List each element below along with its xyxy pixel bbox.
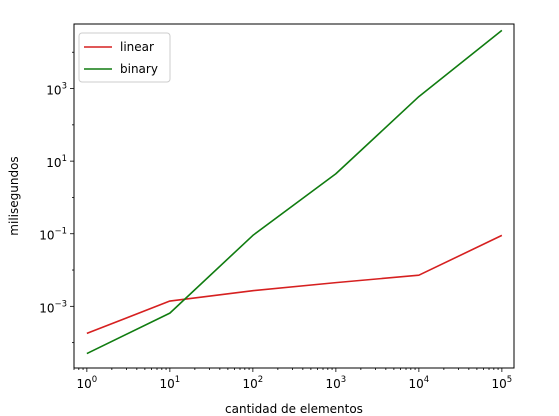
series-layer [86,29,503,355]
y-axis-ticks: 10−3 10−1 101 103 [39,82,74,315]
y-axis-label: milisegundos [7,156,21,235]
x-tick-label: 103 [326,375,347,391]
x-tick-label: 104 [409,375,430,391]
series-line-linear [86,234,503,335]
legend: linear binary [78,32,171,83]
legend-label-binary: binary [120,62,158,76]
y-tick-label: 10−1 [39,227,67,243]
series-line-binary [86,29,503,355]
x-tick-label: 101 [160,375,181,391]
x-tick-label: 100 [77,375,98,391]
plot-frame [73,23,515,369]
y-tick-label: 101 [46,154,67,170]
x-axis-ticks: 100 101 102 103 104 105 [77,368,513,391]
x-tick-label: 102 [243,375,264,391]
x-axis-label: cantidad de elementos [225,402,363,416]
legend-label-linear: linear [120,40,154,54]
y-tick-label: 103 [46,82,67,98]
x-tick-label: 105 [492,375,513,391]
y-tick-label: 10−3 [39,299,67,315]
